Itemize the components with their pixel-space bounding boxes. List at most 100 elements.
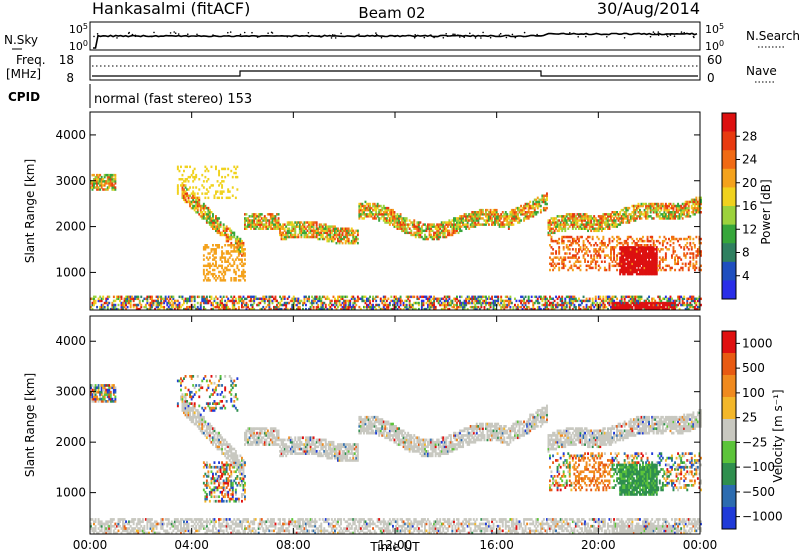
power-cell (596, 301, 599, 305)
power-cell (236, 235, 239, 239)
power-cell (302, 231, 304, 235)
power-cell (338, 241, 341, 245)
power-cell (216, 246, 219, 249)
power-cell (642, 270, 644, 274)
power-cell (204, 211, 207, 214)
power-cell (658, 215, 661, 218)
power-cell (414, 227, 417, 230)
power-cell (265, 217, 268, 220)
power-cell (311, 301, 314, 305)
power-cell (635, 305, 638, 309)
power-cell (289, 231, 292, 235)
power-cell (485, 213, 487, 216)
power-cell (620, 264, 623, 268)
power-cell (576, 219, 579, 222)
power-cell (571, 239, 574, 243)
power-cell (657, 305, 660, 309)
power-cell (590, 307, 593, 311)
power-cell (608, 219, 611, 222)
power-cell (506, 223, 509, 226)
power-cell (684, 307, 687, 311)
power-cell (164, 299, 167, 303)
power-cell (695, 256, 698, 259)
power-cell (459, 229, 462, 233)
power-cell (277, 213, 280, 216)
power-cell (180, 305, 182, 309)
power-cell (268, 305, 271, 309)
power-cell (276, 221, 278, 224)
power-cell (446, 299, 449, 303)
power-cell (94, 295, 97, 299)
power-cell (539, 295, 542, 299)
power-cell (472, 297, 475, 301)
power-cell (298, 225, 301, 228)
power-cell (417, 227, 420, 230)
power-cell (646, 204, 649, 208)
power-cell (456, 219, 458, 222)
power-cell (500, 221, 503, 224)
y-tick-label: 3000 (55, 174, 86, 188)
power-cell (640, 258, 643, 261)
power-cell (442, 227, 445, 230)
power-cell (698, 248, 701, 251)
power-cell (533, 208, 536, 212)
power-cell (632, 219, 635, 222)
power-cell (207, 208, 210, 212)
power-cell (286, 297, 289, 301)
power-cell (599, 248, 602, 251)
power-cell (387, 208, 390, 212)
power-cell (120, 303, 123, 307)
power-cell (582, 305, 585, 309)
power-cell (622, 301, 625, 305)
power-cell (237, 307, 240, 311)
power-cell (561, 215, 564, 218)
power-cell (169, 307, 172, 311)
power-cell (382, 295, 385, 299)
power-cell (574, 221, 577, 224)
power-cell (635, 250, 638, 253)
power-cell (517, 217, 519, 220)
power-cell (639, 268, 641, 272)
power-cell (196, 295, 199, 299)
power-cell (639, 250, 641, 253)
power-cell (274, 307, 277, 311)
power-cell (645, 215, 648, 218)
power-cell (410, 305, 413, 309)
power-cell (148, 295, 150, 299)
power-cell (433, 231, 436, 235)
power-cell (608, 301, 611, 305)
power-cell (634, 297, 637, 301)
power-cell (265, 227, 268, 230)
power-cell (105, 297, 108, 301)
power-cell (369, 307, 372, 311)
power-cell (658, 301, 661, 305)
power-cell (483, 305, 486, 309)
power-cell (106, 307, 109, 311)
power-cell (343, 229, 346, 233)
power-cell (552, 305, 555, 309)
power-cell (93, 303, 95, 307)
power-cell (451, 225, 454, 228)
power-cell (576, 237, 579, 241)
power-cell (413, 233, 416, 237)
power-cell (285, 231, 288, 235)
power-cell (696, 200, 699, 204)
power-cell (297, 301, 300, 305)
nsky-point (469, 32, 471, 35)
power-cell (584, 213, 587, 216)
power-cell (338, 301, 341, 305)
power-cell (651, 258, 654, 261)
power-cell (334, 225, 336, 228)
power-cell (324, 223, 327, 226)
power-cell (112, 295, 115, 299)
power-cell (680, 295, 683, 299)
power-cell (312, 305, 315, 309)
power-cell (689, 303, 692, 307)
power-cell (506, 305, 509, 309)
power-cell (456, 295, 458, 299)
power-cell (594, 264, 597, 268)
power-cell (349, 305, 352, 309)
power-cell (215, 167, 217, 171)
nsky-point (511, 33, 514, 36)
y-tick-label: 1000 (55, 265, 86, 279)
